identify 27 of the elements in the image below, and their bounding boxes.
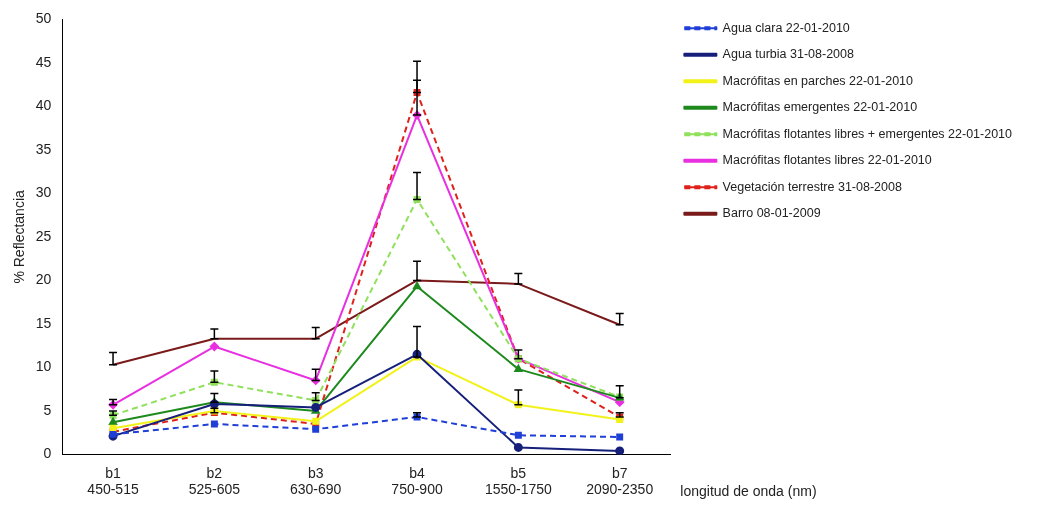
- x-axis-title: longitud de onda (nm): [680, 482, 817, 499]
- legend-label: Agua turbia 31-08-2008: [722, 47, 854, 62]
- legend-label: Vegetación terrestre 31-08-2008: [722, 179, 902, 194]
- legend-label: Macrófitas en parches 22-01-2010: [722, 73, 914, 88]
- y-tick-label: 50: [35, 10, 52, 27]
- x-tick-label: b7 2090-2350: [586, 464, 654, 498]
- y-tick-label: 15: [35, 314, 52, 331]
- y-axis-title: % Reflectancia: [11, 190, 28, 284]
- y-tick-label: 25: [35, 227, 52, 244]
- legend-label: Macrófitas flotantes libres + emergentes 22-01-2010: [722, 126, 1013, 141]
- x-tick-label: b1 450-515: [87, 464, 139, 498]
- x-tick-label: b3 630-690: [290, 464, 342, 498]
- y-tick-label: 35: [35, 140, 52, 157]
- y-tick-label: 30: [35, 184, 52, 201]
- y-tick-label: 40: [35, 97, 52, 114]
- legend-label: Macrófitas emergentes 22-01-2010: [722, 100, 918, 115]
- x-tick-label: b5 1550-1750: [484, 464, 553, 498]
- legend-label: Macrófitas flotantes libres 22-01-2010: [722, 153, 932, 168]
- legend-label: Barro 08-01-2009: [722, 206, 821, 221]
- x-tick-label: b4 750-900: [391, 464, 443, 498]
- y-tick-label: 10: [35, 358, 52, 375]
- legend-label: Agua clara 22-01-2010: [722, 20, 850, 35]
- y-tick-label: 45: [35, 53, 52, 70]
- x-tick-label: b2 525-605: [188, 464, 241, 498]
- y-tick-label: 20: [35, 271, 52, 288]
- y-tick-label: 0: [43, 445, 52, 462]
- y-tick-label: 5: [43, 401, 52, 418]
